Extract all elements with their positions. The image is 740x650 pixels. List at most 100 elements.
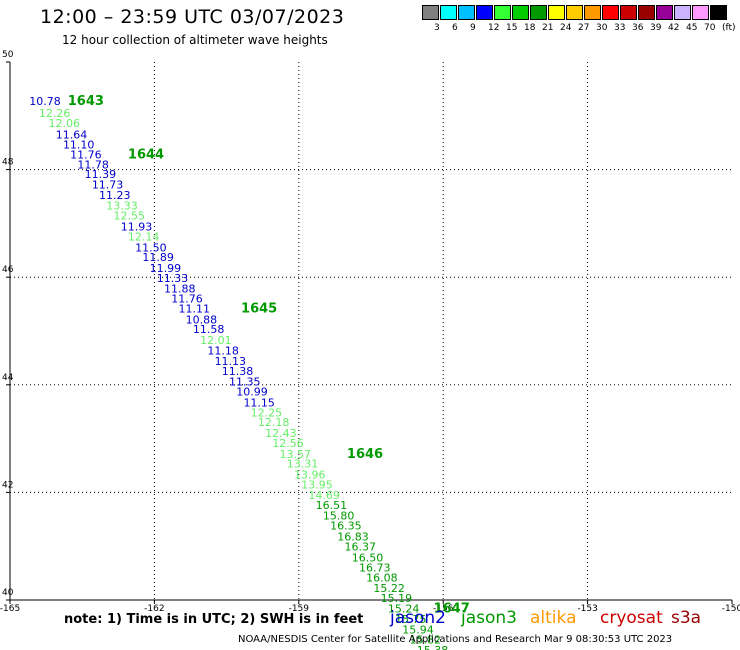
wave-height-point: 16.08 <box>366 572 398 585</box>
time-label: 1643 <box>68 94 104 109</box>
time-label: 1644 <box>128 147 164 162</box>
legend-swatch <box>674 5 691 20</box>
time-label: 1646 <box>347 447 383 462</box>
wave-height-point: 13.96 <box>294 468 326 481</box>
y-tick-label: 46 <box>2 265 14 275</box>
y-tick-label: 42 <box>2 480 13 490</box>
wave-height-point: 11.99 <box>150 262 182 275</box>
wave-height-point: 11.76 <box>70 148 102 161</box>
wave-height-point: 11.73 <box>92 178 124 191</box>
wave-height-point: 12.25 <box>251 407 283 420</box>
legend-label: 36 <box>632 23 644 33</box>
wave-height-point: 12.26 <box>39 107 71 120</box>
time-label: 1645 <box>241 302 277 317</box>
wave-height-point: 11.88 <box>164 282 196 295</box>
wave-height-point: 11.35 <box>229 375 260 388</box>
legend-label: 6 <box>452 23 458 33</box>
legend-swatch <box>512 5 529 20</box>
y-tick-label: 48 <box>2 158 14 168</box>
sat-label-altika: altika <box>530 608 577 628</box>
sat-label-jason2: jason2 <box>390 608 446 628</box>
legend-label: 30 <box>596 23 608 33</box>
legend-swatch <box>440 5 457 20</box>
wave-height-point: 12.14 <box>128 231 160 244</box>
wave-height-point: 11.33 <box>157 272 189 285</box>
wave-height-point: 11.10 <box>63 139 95 152</box>
wave-height-point: 15.80 <box>323 509 355 522</box>
legend-swatch <box>602 5 619 20</box>
wave-height-point: 11.13 <box>215 355 247 368</box>
x-tick-label: -156 <box>433 604 454 614</box>
wave-height-point: 15.22 <box>373 582 405 595</box>
wave-height-point: 11.50 <box>135 241 167 254</box>
wave-height-point: 11.93 <box>121 220 153 233</box>
wave-height-point: 15.82 <box>410 634 442 647</box>
wave-height-point: 12.06 <box>49 117 81 130</box>
x-tick-label: -150 <box>722 604 740 614</box>
legend-label: 39 <box>650 23 662 33</box>
wave-height-point: 11.23 <box>99 189 130 202</box>
legend-label: 12 <box>488 23 500 33</box>
wave-height-point: 11.39 <box>85 168 117 181</box>
wave-height-point: 15.38 <box>417 644 449 650</box>
legend-label: 18 <box>524 23 536 33</box>
wave-height-point: 16.37 <box>345 541 377 554</box>
wave-height-point: 16.51 <box>316 499 348 512</box>
wave-height-point: 15.19 <box>381 592 413 605</box>
wave-height-point: 11.18 <box>207 345 239 358</box>
legend-swatch <box>638 5 655 20</box>
wave-height-point: 16.35 <box>330 520 362 533</box>
legend-label: 21 <box>542 23 554 33</box>
wave-height-point: 10.78 <box>29 95 61 108</box>
y-tick-label: 40 <box>2 588 14 598</box>
legend-swatch <box>620 5 637 20</box>
wave-height-point: 10.88 <box>186 313 218 326</box>
legend-label: (ft) <box>722 23 736 33</box>
legend-label: 27 <box>578 23 590 33</box>
wave-height-point: 14.69 <box>308 489 340 502</box>
wave-height-point: 13.33 <box>106 199 137 212</box>
wave-height-point: 12.56 <box>272 437 304 450</box>
wave-height-point: 15.24 <box>388 602 420 615</box>
wave-height-point: 10.99 <box>236 386 268 399</box>
time-label: 1647 <box>434 601 470 616</box>
chart-title: 12:00 – 23:59 UTC 03/07/2023 <box>40 6 345 28</box>
legend-swatch <box>692 5 709 20</box>
sat-label-cryosat: cryosat <box>600 608 663 628</box>
wave-height-point: 16.73 <box>359 561 391 574</box>
wave-height-point: 13.57 <box>280 448 312 461</box>
wave-height-point: 16.83 <box>337 530 369 543</box>
wave-height-point: 12.55 <box>113 210 145 223</box>
wave-height-point: 11.38 <box>222 365 254 378</box>
legend-swatch <box>458 5 475 20</box>
wave-height-point: 12.43 <box>265 427 297 440</box>
legend-label: 9 <box>470 23 476 33</box>
chart-subtitle: 12 hour collection of altimeter wave hei… <box>62 33 328 47</box>
x-tick-label: -162 <box>144 604 164 614</box>
wave-height-point: 11.58 <box>193 323 225 336</box>
legend-label: 3 <box>434 23 440 33</box>
wave-height-point: 12.01 <box>200 334 232 347</box>
legend-label: 33 <box>614 23 626 33</box>
legend-swatch <box>710 5 727 20</box>
x-tick-label: -153 <box>577 604 597 614</box>
wave-height-point: 15.75 <box>395 613 427 626</box>
wave-height-point: 13.31 <box>287 458 319 471</box>
wave-height-point: 13.95 <box>301 479 333 492</box>
sat-label-s3a: s3a <box>671 608 702 628</box>
legend-label: 24 <box>560 23 572 33</box>
wave-height-point: 16.50 <box>352 551 384 564</box>
legend-swatch <box>584 5 601 20</box>
footnote: note: 1) Time is in UTC; 2) SWH is in fe… <box>64 612 364 627</box>
legend-swatch <box>548 5 565 20</box>
wave-height-point: 15.94 <box>402 623 434 636</box>
legend-swatch <box>494 5 511 20</box>
legend-label: 70 <box>704 23 716 33</box>
wave-height-point: 11.11 <box>178 303 210 316</box>
legend-swatch <box>422 5 439 20</box>
legend-label: 15 <box>506 23 518 33</box>
y-tick-label: 50 <box>2 50 14 60</box>
x-tick-label: -165 <box>0 604 20 614</box>
wave-height-point: 11.89 <box>142 251 174 264</box>
